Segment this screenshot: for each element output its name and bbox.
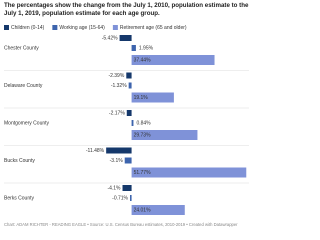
legend-swatch — [112, 25, 118, 30]
value-label: -2.39% — [108, 73, 124, 79]
source: Chart: ADAM RICHTER - READING EAGLE • So… — [4, 222, 238, 227]
bar — [128, 82, 132, 89]
category-label: Delaware County — [4, 83, 43, 89]
legend-label: Working age (15-64) — [59, 25, 105, 31]
title-box: The percentages show the change from the… — [4, 2, 249, 17]
value-label: 24.01% — [134, 207, 152, 213]
bar — [131, 167, 247, 178]
source-box: Chart: ADAM RICHTER - READING EAGLE • So… — [4, 222, 238, 227]
value-label: 1.95% — [139, 45, 154, 51]
bar — [126, 72, 132, 79]
bar — [131, 92, 174, 103]
legend-label: Children (0-14) — [11, 25, 45, 31]
value-label: 37.44% — [134, 57, 152, 63]
chart-title: The percentages show the change from the… — [4, 2, 249, 17]
bar — [122, 185, 132, 191]
value-label: 29.73% — [134, 132, 152, 138]
value-label: 0.84% — [136, 120, 151, 126]
value-label: -1.32% — [111, 83, 127, 89]
bar — [131, 55, 215, 65]
category-label: Bucks County — [4, 158, 35, 164]
value-label: 51.77% — [134, 170, 152, 176]
value-label: -3.1% — [110, 158, 124, 164]
value-label: -4.1% — [107, 185, 121, 191]
value-label: -5.42% — [102, 35, 118, 41]
bar — [131, 120, 134, 126]
chart: The percentages show the change from the… — [4, 2, 249, 227]
category-label: Chester County — [4, 45, 39, 51]
category-label: Montgomery County — [4, 120, 50, 126]
bar — [106, 147, 132, 154]
value-label: 19.1% — [134, 95, 149, 101]
bar — [131, 205, 185, 215]
value-label: -0.71% — [112, 195, 128, 201]
value-label: -11.48% — [86, 148, 105, 154]
value-label: -2.17% — [109, 110, 125, 116]
bar — [119, 35, 132, 41]
bar — [126, 110, 132, 116]
bar — [130, 195, 132, 201]
category-label: Berks County — [4, 195, 35, 201]
legend-label: Retirement age (65 and older) — [120, 25, 187, 31]
legend-swatch — [52, 25, 58, 30]
bar — [131, 45, 136, 51]
bar — [131, 130, 198, 140]
bar — [124, 157, 132, 164]
legend-swatch — [4, 25, 9, 30]
